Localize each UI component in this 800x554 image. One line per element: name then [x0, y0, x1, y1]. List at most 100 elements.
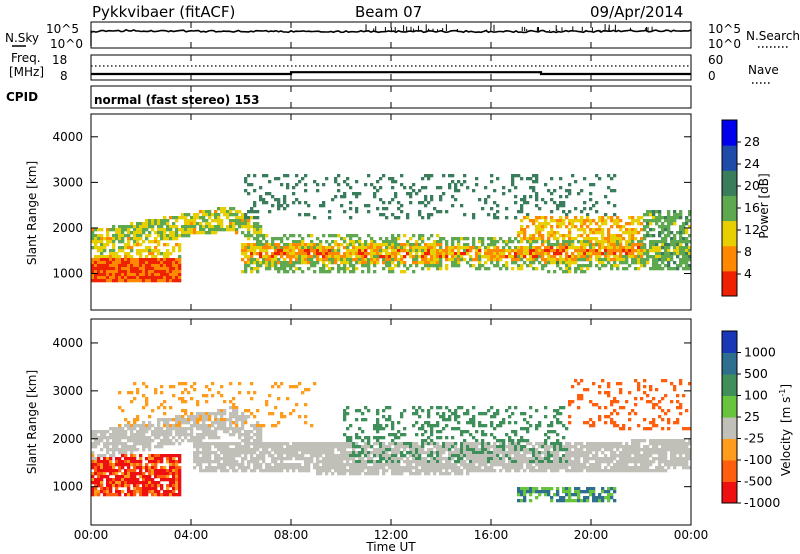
power-cell	[433, 264, 437, 268]
power-cell	[682, 261, 686, 265]
power-cell	[592, 243, 596, 247]
velocity-cell	[145, 490, 149, 494]
power-cell	[265, 240, 269, 244]
power-cell	[511, 240, 515, 244]
velocity-cell	[439, 451, 443, 455]
power-cell	[106, 270, 110, 274]
power-cell	[649, 267, 653, 271]
power-cell	[544, 240, 548, 244]
power-cell	[322, 252, 326, 256]
power-cell	[655, 258, 659, 262]
power-cell	[388, 252, 392, 256]
velocity-cell	[142, 448, 146, 452]
power-cell	[94, 240, 98, 244]
velocity-cell	[187, 439, 191, 443]
power-cell	[313, 180, 317, 184]
power-cell	[247, 192, 251, 196]
nave-tick-top: 60	[708, 53, 723, 67]
power-cell	[151, 264, 155, 268]
velocity-cell	[247, 460, 251, 464]
velocity-cell	[157, 445, 161, 449]
power-cell	[364, 252, 368, 256]
velocity-cell	[508, 448, 512, 452]
power-cell	[637, 240, 641, 244]
velocity-cell	[145, 436, 149, 440]
power-cell	[436, 255, 440, 259]
velocity-cell	[139, 475, 143, 479]
power-cell	[298, 243, 302, 247]
power-cell	[121, 225, 125, 229]
power-cell	[121, 279, 125, 283]
velocity-cell	[154, 460, 158, 464]
velocity-cell	[199, 418, 203, 422]
velocity-cell	[199, 463, 203, 467]
velocity-cell	[256, 448, 260, 452]
velocity-cell	[118, 439, 122, 443]
velocity-cell	[172, 454, 176, 458]
power-cell	[358, 252, 362, 256]
velocity-cell	[559, 466, 563, 470]
velocity-cell	[442, 472, 446, 476]
power-cell	[166, 234, 170, 238]
velocity-cell	[91, 460, 95, 464]
velocity-cell	[460, 445, 464, 449]
velocity-cell	[388, 466, 392, 470]
velocity-cell	[547, 487, 551, 491]
velocity-cell	[226, 445, 230, 449]
power-cell	[499, 237, 503, 241]
power-cell	[364, 243, 368, 247]
velocity-cell	[508, 421, 512, 425]
velocity-cell	[340, 445, 344, 449]
power-cell	[421, 261, 425, 265]
power-cell	[553, 234, 557, 238]
velocity-cell	[298, 415, 302, 419]
velocity-cell	[97, 454, 101, 458]
velocity-cell	[106, 469, 110, 473]
power-cell	[436, 267, 440, 271]
velocity-cell	[349, 469, 353, 473]
velocity-cell	[91, 466, 95, 470]
velocity-cell	[163, 469, 167, 473]
power-cell	[382, 240, 386, 244]
power-cell	[310, 234, 314, 238]
velocity-cell	[460, 454, 464, 458]
velocity-cell	[580, 451, 584, 455]
power-cell	[472, 237, 476, 241]
power-cell	[91, 267, 95, 271]
power-cell	[139, 270, 143, 274]
velocity-cell	[241, 412, 245, 416]
power-cell	[532, 258, 536, 262]
velocity-cell	[217, 448, 221, 452]
power-cell	[529, 258, 533, 262]
velocity-cell	[292, 445, 296, 449]
velocity-cell	[175, 493, 179, 497]
power-cell	[550, 219, 554, 223]
velocity-cell	[439, 469, 443, 473]
velocity-cell	[418, 460, 422, 464]
power-cell	[685, 258, 689, 262]
velocity-cell	[442, 415, 446, 419]
velocity-cell	[310, 445, 314, 449]
velocity-cell	[106, 460, 110, 464]
power-cell	[373, 270, 377, 274]
velocity-cell	[550, 454, 554, 458]
power-cell	[523, 216, 527, 220]
power-cell	[115, 252, 119, 256]
velocity-cell	[385, 448, 389, 452]
power-cell	[454, 264, 458, 268]
power-cell	[469, 249, 473, 253]
power-cell	[247, 234, 251, 238]
power-cell	[520, 210, 524, 214]
power-cell	[658, 255, 662, 259]
velocity-cell	[418, 406, 422, 410]
power-cell	[508, 255, 512, 259]
power-cell	[310, 249, 314, 253]
velocity-cell	[268, 454, 272, 458]
velocity-cell	[517, 490, 521, 494]
power-cell	[631, 240, 635, 244]
velocity-cell	[169, 490, 173, 494]
velocity-cell	[142, 466, 146, 470]
velocity-cell	[133, 418, 137, 422]
power-cell	[451, 264, 455, 268]
velocity-cell	[151, 430, 155, 434]
